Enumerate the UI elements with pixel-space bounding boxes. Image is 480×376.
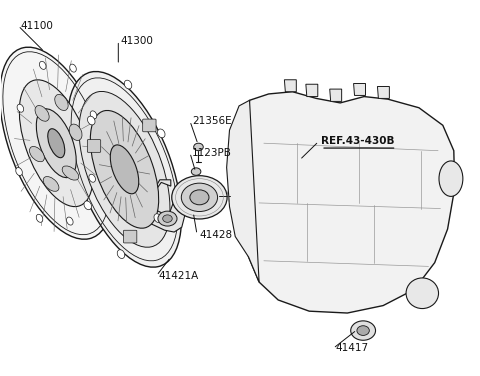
Ellipse shape	[84, 201, 92, 210]
Circle shape	[181, 183, 217, 212]
Ellipse shape	[70, 64, 76, 72]
Ellipse shape	[406, 278, 439, 309]
Text: 41417: 41417	[336, 344, 369, 353]
Ellipse shape	[16, 168, 23, 176]
Ellipse shape	[19, 80, 93, 207]
Ellipse shape	[79, 91, 170, 247]
Ellipse shape	[192, 168, 201, 175]
Circle shape	[158, 211, 177, 226]
Ellipse shape	[67, 217, 73, 225]
Ellipse shape	[439, 161, 463, 196]
Polygon shape	[354, 83, 365, 96]
FancyBboxPatch shape	[87, 139, 101, 152]
Ellipse shape	[90, 111, 159, 228]
Text: 41300: 41300	[120, 36, 154, 45]
Ellipse shape	[89, 174, 96, 182]
FancyBboxPatch shape	[143, 119, 156, 132]
Circle shape	[172, 176, 227, 219]
Ellipse shape	[110, 145, 139, 194]
Text: 1123PB: 1123PB	[192, 147, 232, 158]
Circle shape	[351, 321, 375, 340]
Ellipse shape	[124, 80, 132, 89]
Circle shape	[163, 215, 172, 222]
Ellipse shape	[154, 214, 161, 223]
Ellipse shape	[90, 111, 97, 119]
Ellipse shape	[194, 143, 203, 151]
Text: 41421A: 41421A	[159, 271, 199, 281]
Ellipse shape	[35, 106, 49, 121]
Polygon shape	[284, 80, 296, 92]
Text: 41428: 41428	[199, 230, 233, 240]
Ellipse shape	[43, 177, 59, 191]
Polygon shape	[377, 86, 389, 99]
Circle shape	[190, 190, 209, 205]
Ellipse shape	[17, 104, 24, 112]
Ellipse shape	[29, 147, 44, 162]
Polygon shape	[242, 92, 455, 313]
Text: REF.43-430B: REF.43-430B	[321, 136, 395, 146]
Text: 41100: 41100	[21, 21, 53, 31]
FancyBboxPatch shape	[123, 230, 137, 243]
Polygon shape	[227, 100, 259, 282]
Ellipse shape	[157, 129, 165, 138]
Ellipse shape	[39, 61, 46, 69]
Polygon shape	[306, 84, 318, 97]
Ellipse shape	[69, 124, 82, 141]
Ellipse shape	[36, 214, 43, 222]
Ellipse shape	[55, 94, 68, 111]
Polygon shape	[330, 89, 342, 102]
Ellipse shape	[62, 166, 79, 180]
Circle shape	[357, 326, 369, 335]
Ellipse shape	[0, 47, 113, 239]
Ellipse shape	[68, 71, 181, 267]
Ellipse shape	[36, 109, 76, 177]
Polygon shape	[145, 180, 185, 232]
Ellipse shape	[48, 129, 65, 158]
Text: 21356E: 21356E	[192, 116, 232, 126]
Ellipse shape	[117, 250, 125, 258]
Ellipse shape	[87, 116, 95, 125]
